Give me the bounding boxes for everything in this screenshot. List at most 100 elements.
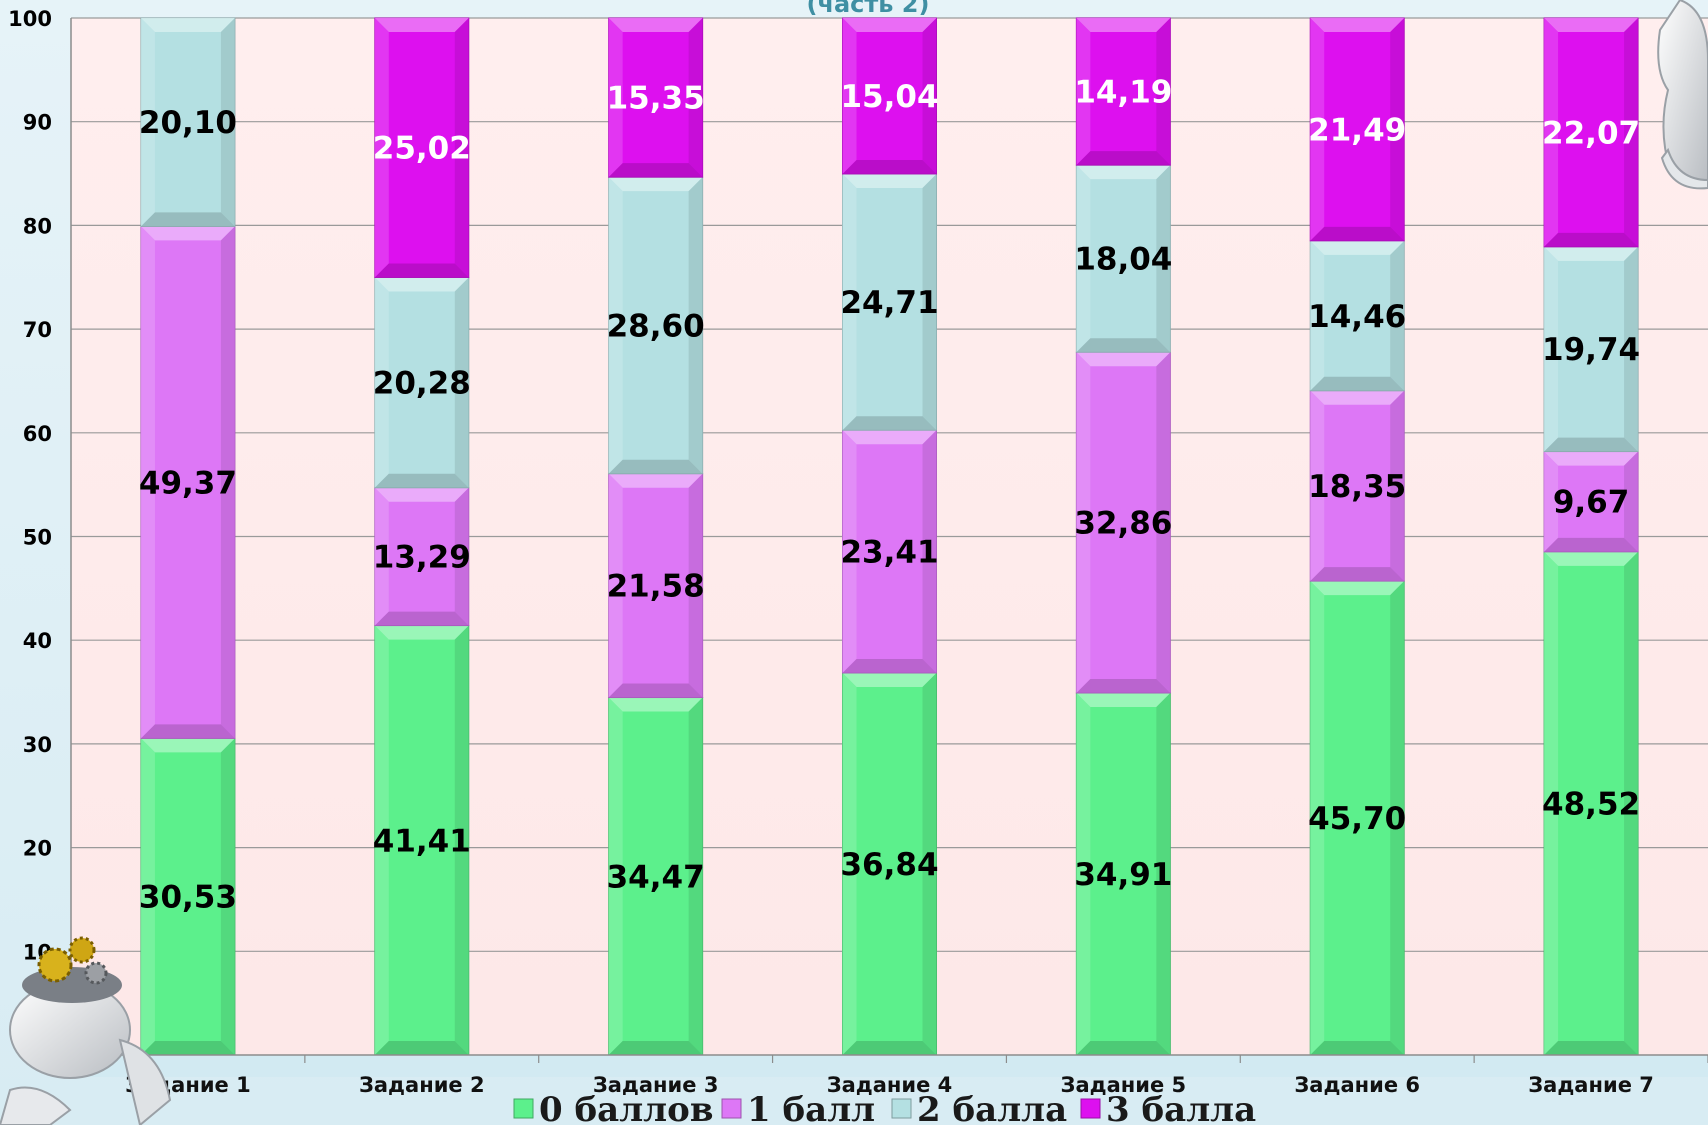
legend-swatch <box>721 1098 742 1119</box>
bar-2-5 <box>1075 164 1171 353</box>
bar-bevel-top <box>842 18 937 32</box>
bar-stack-6: 45,70 18,35 14,46 21,49 <box>1308 17 1406 1056</box>
bar-bevel-left <box>1310 581 1325 1055</box>
bar-bevel-left <box>1076 18 1091 166</box>
data-label: 25,02 <box>373 131 471 167</box>
bars: 30,53 49,37 20,10 41,41 13,29 20,28 25,02 34,47… <box>139 17 1640 1056</box>
x-tick-label: Задание 3 <box>593 1073 719 1097</box>
bar-segment <box>842 672 937 1056</box>
data-label: 34,47 <box>607 859 705 895</box>
bar-bevel-top <box>1310 390 1405 405</box>
bar-bevel-bottom <box>374 473 469 488</box>
bar-bevel-left <box>1076 165 1091 353</box>
bar-bevel-left <box>1076 352 1091 693</box>
bar-bevel-bottom <box>1310 376 1405 391</box>
bar-segment <box>842 429 937 674</box>
bar-bevel-right <box>1156 692 1171 1055</box>
bar-bevel-right <box>922 18 937 174</box>
data-label: 41,41 <box>373 823 471 859</box>
bar-bevel-right <box>454 487 469 626</box>
data-label: 20,28 <box>373 366 471 402</box>
bar-segment <box>608 473 704 699</box>
bar-bevel-top <box>1076 692 1171 707</box>
bar-bevel-top <box>140 226 235 241</box>
bar-bevel-left <box>842 430 857 673</box>
bar-2-4 <box>842 173 937 431</box>
data-label: 22,07 <box>1542 115 1640 151</box>
bar-1-4 <box>842 429 937 674</box>
bar-bevel-bottom <box>842 658 937 673</box>
bar-bevel-left <box>1544 18 1559 247</box>
bar-1-5 <box>1075 351 1171 694</box>
bar-bevel-left <box>608 177 623 474</box>
bar-3-6 <box>1309 17 1405 242</box>
bar-bevel-top <box>1076 352 1171 367</box>
bar-bevel-left <box>1076 692 1091 1055</box>
bar-bevel-left <box>374 487 389 626</box>
bar-bevel-right <box>1156 18 1171 166</box>
legend-label: 1 балл <box>747 1090 875 1125</box>
bar-segment <box>1075 164 1171 353</box>
data-label: 32,86 <box>1074 506 1172 542</box>
bar-bevel-top <box>140 738 235 753</box>
bar-segment <box>140 17 236 227</box>
bar-0-4 <box>842 672 937 1056</box>
bar-stack-7: 48,52 9,67 19,74 22,07 <box>1542 17 1640 1056</box>
data-label: 28,60 <box>607 308 705 344</box>
bar-bevel-bottom <box>374 611 469 626</box>
bar-bevel-bottom <box>608 163 703 178</box>
legend-swatch <box>513 1098 534 1119</box>
bar-segment <box>1075 17 1171 166</box>
data-label: 18,04 <box>1074 242 1172 278</box>
bar-0-5 <box>1075 692 1171 1056</box>
bar-segment <box>1309 240 1405 392</box>
bar-bevel-top <box>1544 18 1639 32</box>
bar-segment <box>608 17 704 178</box>
bar-bevel-right <box>922 173 937 431</box>
bar-bevel-left <box>1544 551 1559 1055</box>
bar-2-7 <box>1543 246 1639 453</box>
bar-bevel-bottom <box>374 263 469 278</box>
bar-bevel-left <box>140 738 155 1055</box>
bar-bevel-left <box>608 18 623 178</box>
y-tick-label: 70 <box>23 318 52 342</box>
bar-bevel-left <box>140 226 155 739</box>
data-label: 9,67 <box>1553 485 1630 521</box>
bar-2-3 <box>608 176 704 475</box>
bar-segment <box>1309 17 1405 242</box>
bar-bevel-top <box>1544 551 1639 566</box>
bar-bevel-bottom <box>1076 1041 1171 1055</box>
bar-bevel-top <box>374 625 469 640</box>
bar-stack-2: 41,41 13,29 20,28 25,02 <box>373 17 471 1056</box>
bar-bevel-top <box>842 173 937 188</box>
bar-bevel-right <box>688 697 703 1055</box>
bar-bevel-left <box>608 697 623 1055</box>
bar-bevel-left <box>608 473 623 698</box>
legend-swatch <box>891 1098 912 1119</box>
bar-1-7 <box>1543 451 1639 553</box>
bar-bevel-top <box>608 697 703 712</box>
legend-label: 0 баллов <box>539 1090 713 1125</box>
bar-3-7 <box>1543 17 1639 248</box>
bar-bevel-top <box>842 672 937 687</box>
bar-bevel-top <box>1310 581 1405 596</box>
data-label: 13,29 <box>373 540 471 576</box>
bar-0-6 <box>1309 580 1405 1056</box>
y-tick-label: 90 <box>23 111 52 135</box>
legend-item: 1 балл <box>721 1090 875 1125</box>
data-label: 34,91 <box>1074 857 1172 893</box>
bar-1-1 <box>140 225 236 739</box>
bar-bevel-top <box>842 430 937 445</box>
bar-segment <box>1309 390 1405 582</box>
x-tick-label: Задание 4 <box>827 1073 953 1097</box>
x-tick-label: Задание 2 <box>359 1073 485 1097</box>
legend-item: 2 балла <box>891 1090 1067 1125</box>
bar-1-6 <box>1309 390 1405 582</box>
data-label: 20,10 <box>139 105 237 141</box>
y-tick-label: 60 <box>23 422 52 446</box>
bar-segment <box>1309 580 1405 1056</box>
bar-stack-4: 36,84 23,41 24,71 15,04 <box>840 17 939 1056</box>
bar-bevel-right <box>1390 581 1405 1055</box>
data-label: 23,41 <box>840 535 938 571</box>
